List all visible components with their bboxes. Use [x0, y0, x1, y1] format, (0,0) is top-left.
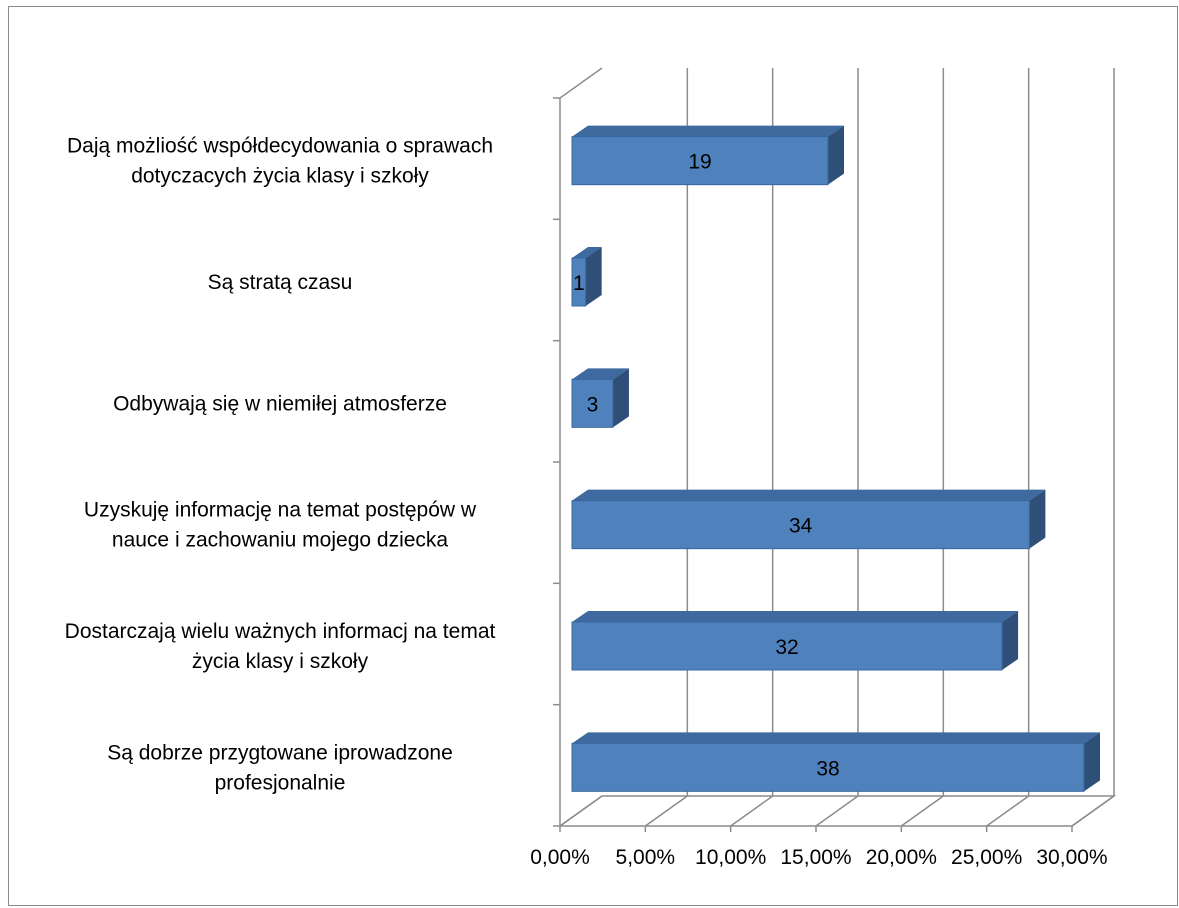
bar-side-face [828, 125, 844, 185]
bar: 3 [571, 368, 629, 428]
bar-front-face [571, 500, 1030, 550]
data-label: 19 [688, 151, 711, 174]
bar: 38 [571, 732, 1100, 792]
category-label: Są stratą czasu [208, 271, 353, 294]
category-label: Dostarczają wielu ważnych informacj na t… [65, 620, 496, 673]
gridline-floor [815, 795, 859, 827]
category-label-line: Są dobrze przygtowane iprowadzone [107, 741, 453, 764]
bar-side-face [1084, 732, 1100, 792]
axes [553, 97, 1073, 832]
category-label-line: nauce i zachowaniu mojego dziecka [112, 529, 449, 552]
category-label: Dają możliość współdecydowania o sprawac… [67, 135, 493, 188]
category-label: Są dobrze przygtowane iprowadzone profesj… [107, 741, 453, 794]
bar-front-face [571, 621, 1003, 671]
category-label-line: Są stratą czasu [208, 271, 353, 294]
data-label: 32 [775, 636, 798, 659]
category-label-line: profesjonalnie [215, 771, 346, 794]
bar-front-face [571, 136, 829, 186]
category-label-line: Dostarczają wielu ważnych informacj na t… [65, 620, 496, 643]
bar-top-face [572, 247, 602, 258]
gridline-floor [986, 795, 1030, 827]
bar: 19 [571, 125, 844, 186]
gridline-floor [644, 795, 688, 827]
bar: 34 [571, 489, 1046, 550]
bar-top-face [572, 611, 1019, 622]
bar-front-face [571, 257, 587, 307]
category-label-line: życia klasy i szkoły [192, 650, 369, 673]
x-tick-label: 10,00% [695, 846, 766, 869]
x-tick-label: 15,00% [780, 846, 851, 869]
bar-front-face [571, 742, 1085, 792]
x-tick-label: 0,00% [530, 846, 590, 869]
gridlines [559, 68, 1115, 827]
bar-side-face [1029, 489, 1046, 549]
x-tick-label: 30,00% [1036, 846, 1107, 869]
category-label: Uzyskuję informację na temat postępów w n… [84, 499, 477, 552]
bar-side-face [1002, 611, 1019, 670]
x-tick-labels: 0,00% 5,00% 10,00% 15,00% 20,00% 25,00% 30,00% [530, 846, 1107, 869]
data-label: 38 [816, 757, 839, 780]
bar-side-face [585, 247, 602, 306]
bars: 19 1 3 34 32 38 [571, 125, 1100, 792]
bar: 32 [571, 611, 1019, 671]
category-label-line: Odbywają się w niemiłej atmosferze [113, 392, 447, 415]
data-label: 1 [573, 272, 585, 295]
category-label-line: dotyczacych życia klasy i szkoły [131, 165, 429, 188]
gridline-floor [1071, 795, 1115, 827]
category-labels: Dają możliość współdecydowania o sprawac… [65, 135, 496, 795]
bar-front-face [571, 378, 614, 428]
bar-top-face [572, 125, 844, 137]
category-label: Odbywają się w niemiłej atmosferze [113, 392, 447, 415]
data-label: 3 [587, 393, 599, 416]
bar-top-face [572, 368, 629, 380]
category-label-line: Uzyskuję informację na temat postępów w [84, 499, 477, 522]
gridline-floor [559, 795, 603, 827]
data-label: 34 [789, 515, 813, 538]
x-tick-label: 20,00% [866, 846, 937, 869]
gridline-floor [900, 795, 944, 827]
bar-side-face [612, 368, 629, 428]
bar: 1 [571, 247, 602, 307]
bar-top-face [572, 732, 1100, 744]
x-tick-label: 5,00% [616, 846, 676, 869]
x-tick-label: 25,00% [951, 846, 1022, 869]
bar-top-face [572, 489, 1046, 501]
category-label-line: Dają możliość współdecydowania o sprawac… [67, 135, 493, 158]
gridline-floor [730, 795, 774, 827]
